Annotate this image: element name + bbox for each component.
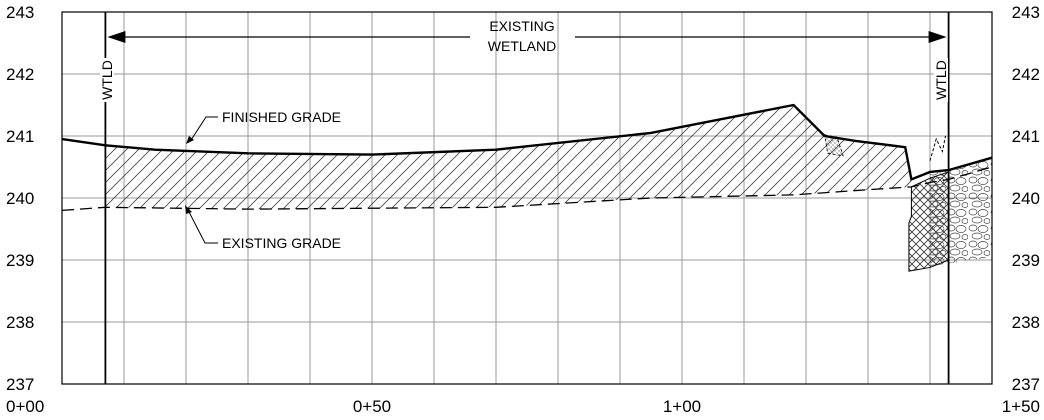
finished-grade-arrow-icon	[186, 136, 194, 144]
arrow-right-icon	[928, 31, 947, 43]
arrow-left-icon	[107, 31, 126, 43]
wtld-right-label: WTLD	[933, 60, 949, 100]
grade-lines	[61, 103, 993, 212]
y-tick-label-right: 238	[1012, 313, 1040, 332]
dotted-pad	[824, 134, 844, 157]
fill-hatch	[105, 105, 912, 210]
series-line-finished-grade	[61, 103, 993, 182]
existing-grade-leader	[187, 209, 218, 244]
finished-grade-leader	[190, 116, 218, 141]
y-tick-label-right: 242	[1012, 65, 1040, 84]
y-tick-label-left: 240	[6, 189, 34, 208]
series-line-existing-grade	[61, 166, 993, 212]
y-tick-label-right: 240	[1012, 189, 1040, 208]
y-tick-label-left: 237	[6, 375, 34, 394]
existing-grade-arrow-icon	[185, 205, 192, 214]
y-tick-label-right: 243	[1012, 3, 1040, 22]
y-tick-label-right: 239	[1012, 251, 1040, 270]
x-tick-label: 1+50	[1002, 397, 1040, 416]
headwall-crosshatch	[908, 171, 950, 272]
grid	[61, 11, 993, 385]
outlet-symbol	[929, 135, 946, 161]
cut-fill-area	[105, 105, 912, 210]
y-tick-label-left: 239	[6, 251, 34, 270]
wtld-left-mask	[100, 58, 114, 102]
y-tick-label-right: 241	[1012, 127, 1040, 146]
y-tick-label-left: 242	[6, 65, 34, 84]
finished-grade-label: FINISHED GRADE	[222, 109, 341, 125]
wetland-label-line1: EXISTING	[489, 18, 554, 34]
x-tick-label: 0+50	[353, 397, 391, 416]
structure-detail	[824, 134, 992, 272]
wtld-left-label: WTLD	[99, 60, 115, 100]
x-tick-label: 1+00	[663, 397, 701, 416]
wetland-label-line2: WETLAND	[488, 38, 556, 54]
axis-ticks: 237 237 238 238 239 239 240 240 241 241 242 242 243 2…	[6, 3, 1040, 416]
x-tick-label: 0+00	[6, 397, 44, 416]
y-tick-label-left: 238	[6, 313, 34, 332]
y-tick-label-left: 241	[6, 127, 34, 146]
y-tick-label-right: 237	[1012, 375, 1040, 394]
y-tick-label-left: 243	[6, 3, 34, 22]
existing-grade-label: EXISTING GRADE	[222, 235, 341, 251]
wtld-right-mask	[934, 58, 948, 102]
